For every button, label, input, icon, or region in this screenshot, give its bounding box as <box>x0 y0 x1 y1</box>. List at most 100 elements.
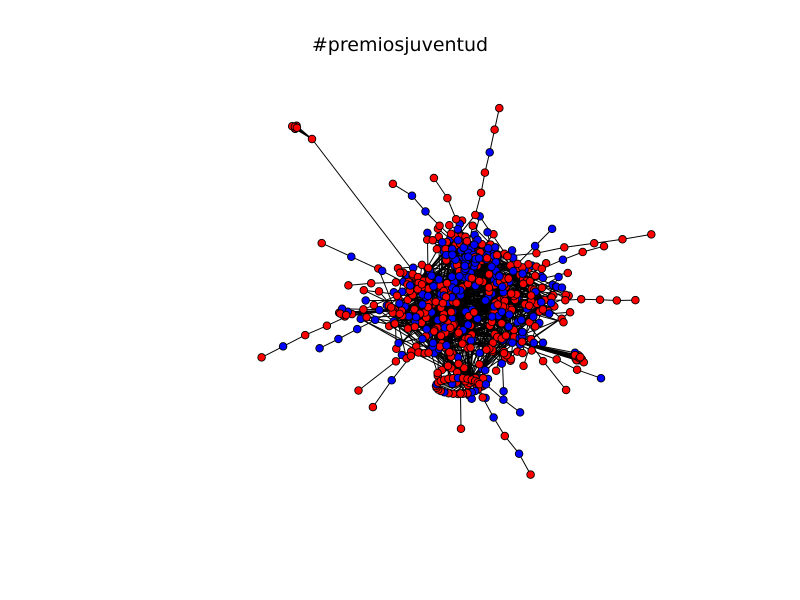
graph-node-red <box>578 247 587 257</box>
graph-node-blue <box>557 283 567 292</box>
graph-node-blue <box>547 224 557 234</box>
graph-node-red <box>506 289 516 298</box>
graph-node-red <box>388 179 398 189</box>
graph-node-red <box>445 221 454 230</box>
graph-node-blue <box>418 300 427 309</box>
graph-node-red <box>490 125 499 134</box>
graph-node-blue <box>447 272 457 281</box>
nodes-layer <box>257 103 656 479</box>
graph-node-red <box>517 337 527 347</box>
graph-node-red <box>482 253 492 263</box>
graph-node-red <box>501 331 511 340</box>
graph-node-red <box>647 230 656 239</box>
graph-node-red <box>563 268 573 278</box>
graph-node-red <box>395 309 404 319</box>
graph-node-red <box>589 238 599 248</box>
graph-node-blue <box>375 305 384 315</box>
graph-node-red <box>595 295 605 304</box>
graph-node-blue <box>497 307 507 317</box>
graph-node-red <box>499 348 509 358</box>
graph-node-red <box>537 264 547 274</box>
graph-node-blue <box>504 322 513 331</box>
graph-node-red <box>362 313 371 322</box>
graph-node-red <box>525 318 534 327</box>
graph-node-red <box>391 278 401 287</box>
graph-node-red <box>525 301 534 311</box>
graph-node-red <box>478 393 487 402</box>
graph-node-blue <box>518 327 527 337</box>
graph-node-blue <box>546 298 556 308</box>
graph-node-red <box>475 276 484 286</box>
graph-node-blue <box>451 285 461 295</box>
graph-node-red <box>432 244 442 254</box>
graph-node-red <box>538 356 548 366</box>
graph-node-red <box>618 235 627 244</box>
graph-node-red <box>406 351 416 361</box>
graph-node-red <box>454 328 463 337</box>
graph-node-blue <box>361 296 370 305</box>
graph-node-blue <box>508 266 518 276</box>
graph-node-blue <box>554 272 563 282</box>
graph-node-blue <box>596 373 606 383</box>
graph-edge <box>358 361 397 391</box>
graph-node-blue <box>407 191 417 200</box>
graph-node-blue <box>538 338 548 347</box>
graph-node-red <box>482 345 491 354</box>
graph-node-red <box>341 310 351 320</box>
graph-node-red <box>493 300 502 309</box>
graph-node-blue <box>453 224 463 234</box>
graph-node-blue <box>394 338 403 348</box>
graph-node-red <box>451 215 461 224</box>
graph-node-blue <box>485 148 494 157</box>
graph-node-red <box>442 278 452 288</box>
graph-node-red <box>484 283 494 292</box>
graph-node-blue <box>495 271 504 281</box>
graph-node-blue <box>490 243 500 252</box>
graph-node-red <box>497 319 506 328</box>
graph-edge <box>321 242 352 258</box>
graph-edge <box>394 309 408 359</box>
graph-node-red <box>503 251 512 261</box>
graph-node-red <box>492 250 502 260</box>
graph-node-red <box>366 278 376 288</box>
graph-node-blue <box>422 324 431 334</box>
graph-node-blue <box>315 344 324 353</box>
graph-node-blue <box>455 272 464 281</box>
graph-node-red <box>480 168 490 177</box>
graph-node-blue <box>395 299 404 308</box>
graph-node-blue <box>487 262 496 271</box>
graph-edge <box>536 246 565 254</box>
graph-node-blue <box>278 342 288 351</box>
graph-node-red <box>631 295 640 305</box>
graph-node-red <box>458 339 467 348</box>
graph-node-red <box>491 366 501 376</box>
graph-node-blue <box>347 252 356 261</box>
graph-node-red <box>359 285 369 295</box>
graph-node-red <box>469 308 479 317</box>
graph-node-blue <box>529 312 538 321</box>
graph-node-blue <box>481 296 490 305</box>
graph-node-red <box>476 188 486 198</box>
graph-node-red <box>468 221 478 230</box>
graph-node-blue <box>466 336 476 345</box>
graph-node-red <box>446 307 456 317</box>
graph-node-red <box>344 281 353 290</box>
graph-node-red <box>257 353 266 362</box>
graph-title: #premiosjuventud <box>311 34 489 56</box>
graph-node-red <box>390 319 400 328</box>
graph-node-red <box>454 359 463 368</box>
graph-node-red <box>424 263 433 273</box>
graph-node-red <box>429 327 439 336</box>
graph-node-blue <box>497 359 507 368</box>
graph-node-blue <box>514 449 524 458</box>
graph-node-red <box>504 274 513 283</box>
graph-node-red <box>435 221 444 231</box>
graph-node-red <box>443 361 453 371</box>
graph-node-blue <box>536 297 546 307</box>
graph-node-blue <box>481 366 490 375</box>
graph-edge <box>460 393 462 429</box>
graph-node-blue <box>377 266 387 276</box>
graph-node-red <box>552 355 561 364</box>
graph-node-red <box>495 103 504 113</box>
graph-node-red <box>452 298 461 308</box>
